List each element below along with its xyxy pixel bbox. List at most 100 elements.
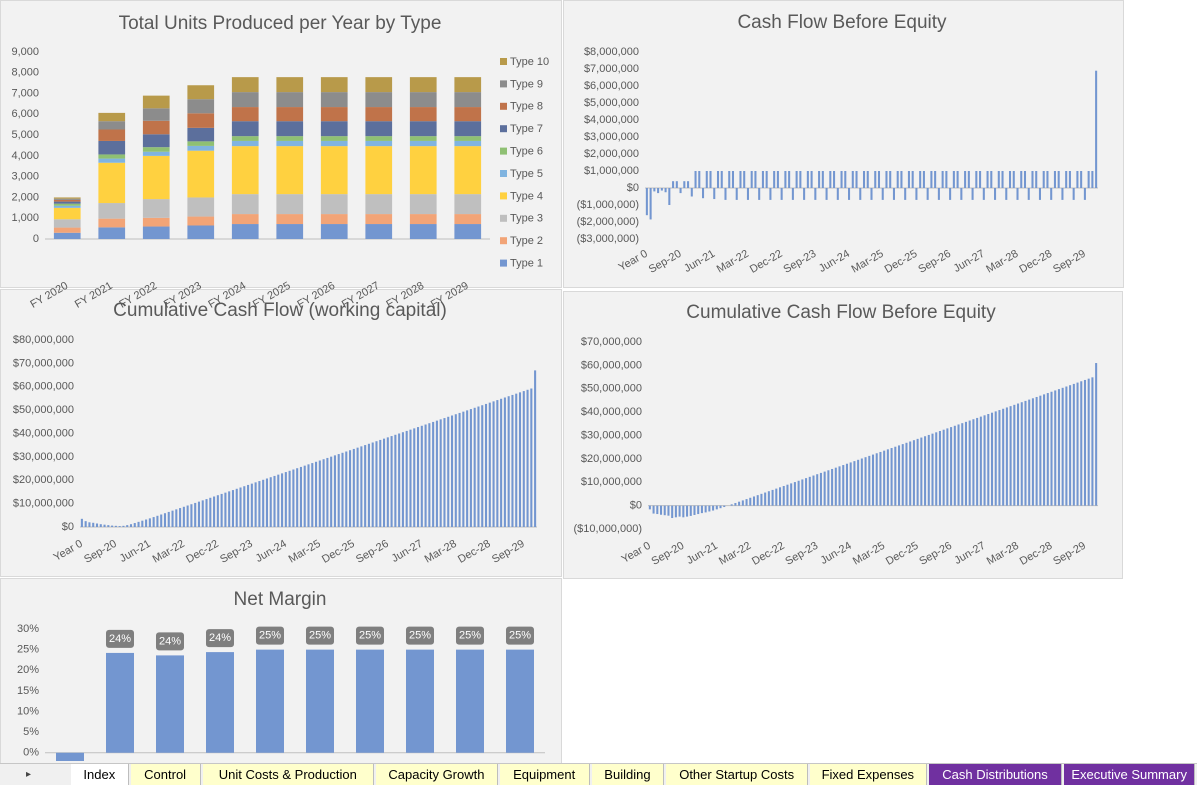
y-tick-label: $80,000,000	[13, 334, 74, 346]
data-label-box	[156, 632, 184, 651]
bar	[831, 468, 834, 506]
sheet-tab[interactable]: Other Startup Costs	[666, 764, 808, 785]
bar-segment	[409, 146, 437, 195]
bar	[675, 181, 678, 188]
bar-segment	[187, 99, 215, 114]
bar	[1005, 188, 1008, 200]
bar	[687, 181, 690, 188]
bar	[716, 171, 720, 188]
bar	[728, 171, 731, 188]
bar	[745, 499, 748, 506]
bar	[795, 171, 798, 188]
bar	[1095, 70, 1098, 188]
sheet-tab[interactable]: Control	[130, 764, 201, 785]
bar	[972, 419, 975, 506]
bar	[1091, 171, 1094, 188]
bar	[231, 490, 235, 527]
bar	[659, 505, 663, 515]
bar	[88, 522, 91, 527]
bar-segment	[53, 198, 81, 200]
y-tick-label: $3,000,000	[584, 131, 639, 143]
bar	[345, 451, 348, 527]
sheet-tab[interactable]: Building	[591, 764, 665, 785]
bar	[892, 188, 895, 200]
bar-segment	[187, 145, 215, 151]
bar	[288, 470, 291, 527]
bar	[254, 482, 257, 527]
sheet-tab[interactable]: Fixed Expenses	[809, 764, 927, 785]
bar-segment	[231, 92, 259, 108]
bar	[723, 505, 726, 508]
panel	[563, 0, 1124, 288]
bar	[697, 505, 700, 515]
bar	[805, 478, 808, 506]
bar	[709, 171, 712, 188]
bar	[945, 171, 948, 188]
bar	[220, 493, 223, 527]
bar	[129, 524, 133, 527]
bar	[793, 482, 796, 506]
y-tick-label: $10,000,000	[13, 498, 74, 510]
bar	[976, 417, 979, 506]
sheet-tab[interactable]: Capacity Growth	[376, 764, 498, 785]
bar	[982, 188, 985, 200]
bar-segment	[454, 194, 482, 215]
bar-segment	[187, 216, 215, 226]
bar	[186, 505, 189, 527]
y-tick-label: 10%	[17, 705, 39, 717]
bar	[326, 457, 329, 527]
bar	[179, 508, 182, 527]
bar	[406, 649, 434, 753]
bar-segment	[187, 113, 215, 128]
bar	[979, 416, 982, 506]
y-tick-label: $40,000,000	[13, 427, 74, 439]
y-tick-label: $8,000,000	[584, 46, 639, 58]
y-tick-label: 9,000	[11, 46, 39, 58]
legend-label: Type 2	[510, 235, 543, 247]
bar-segment	[276, 214, 304, 225]
bar	[284, 472, 287, 527]
bar	[432, 421, 435, 527]
bar	[764, 492, 767, 506]
panel	[0, 289, 562, 577]
bar	[1046, 171, 1049, 188]
bar	[356, 447, 359, 527]
bar	[915, 188, 918, 200]
data-label: 24%	[109, 633, 131, 645]
bar	[84, 521, 87, 527]
bar-segment	[365, 224, 393, 239]
bar-segment	[454, 140, 482, 147]
sheet-tab[interactable]: Unit Costs & Production	[202, 764, 375, 785]
sheet-tab[interactable]: Executive Summary	[1064, 764, 1195, 785]
bar-segment	[276, 107, 304, 122]
bar	[950, 427, 953, 506]
sheet-tab[interactable]: Index	[70, 764, 129, 785]
bar	[701, 188, 705, 199]
data-label-box	[106, 629, 134, 648]
tab-scroll[interactable]: ▸	[26, 769, 32, 780]
y-tick-label: 0	[33, 233, 39, 245]
y-tick-label: $30,000,000	[581, 429, 642, 441]
bar-segment	[98, 158, 126, 163]
bar	[99, 524, 102, 527]
bar-segment	[187, 225, 215, 239]
bar-segment	[98, 121, 126, 130]
chart-title: Cumulative Cash Flow Before Equity	[686, 302, 996, 323]
y-tick-label: 6,000	[11, 108, 39, 120]
bar	[481, 405, 484, 527]
bar-segment	[365, 121, 393, 137]
bar	[1008, 171, 1012, 188]
bar	[938, 431, 941, 506]
data-label-box	[306, 626, 334, 645]
bar	[911, 171, 914, 188]
bar	[299, 466, 302, 527]
bar-segment	[231, 136, 259, 141]
bar	[303, 465, 306, 527]
bar	[905, 442, 908, 506]
bar	[886, 449, 889, 506]
sheet-tab[interactable]: Cash Distributions	[928, 764, 1063, 785]
bar	[784, 171, 787, 188]
sheet-tab[interactable]: Equipment	[499, 764, 590, 785]
bar	[95, 523, 99, 527]
bar	[1009, 406, 1012, 506]
